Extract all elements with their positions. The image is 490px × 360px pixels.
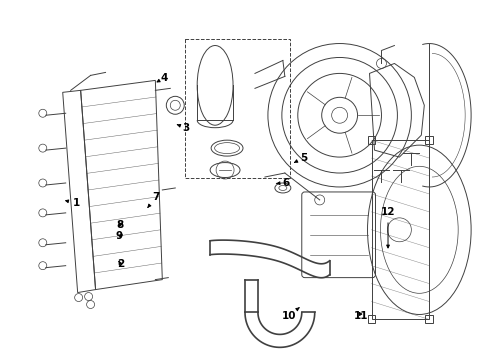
Text: 2: 2 <box>117 259 124 269</box>
Bar <box>371 140 429 319</box>
Text: 11: 11 <box>354 311 368 320</box>
Text: 8: 8 <box>116 220 123 230</box>
Text: 5: 5 <box>294 153 307 163</box>
Bar <box>368 315 375 323</box>
Bar <box>425 136 433 144</box>
Bar <box>185 39 290 178</box>
Text: 10: 10 <box>282 308 299 320</box>
Text: 7: 7 <box>148 192 160 207</box>
Text: 9: 9 <box>116 231 123 241</box>
Text: 12: 12 <box>381 207 395 248</box>
Text: 1: 1 <box>66 198 80 208</box>
Bar <box>368 136 375 144</box>
Bar <box>425 315 433 323</box>
Text: 4: 4 <box>157 73 168 83</box>
Text: 6: 6 <box>276 178 289 188</box>
Text: 3: 3 <box>177 123 190 133</box>
